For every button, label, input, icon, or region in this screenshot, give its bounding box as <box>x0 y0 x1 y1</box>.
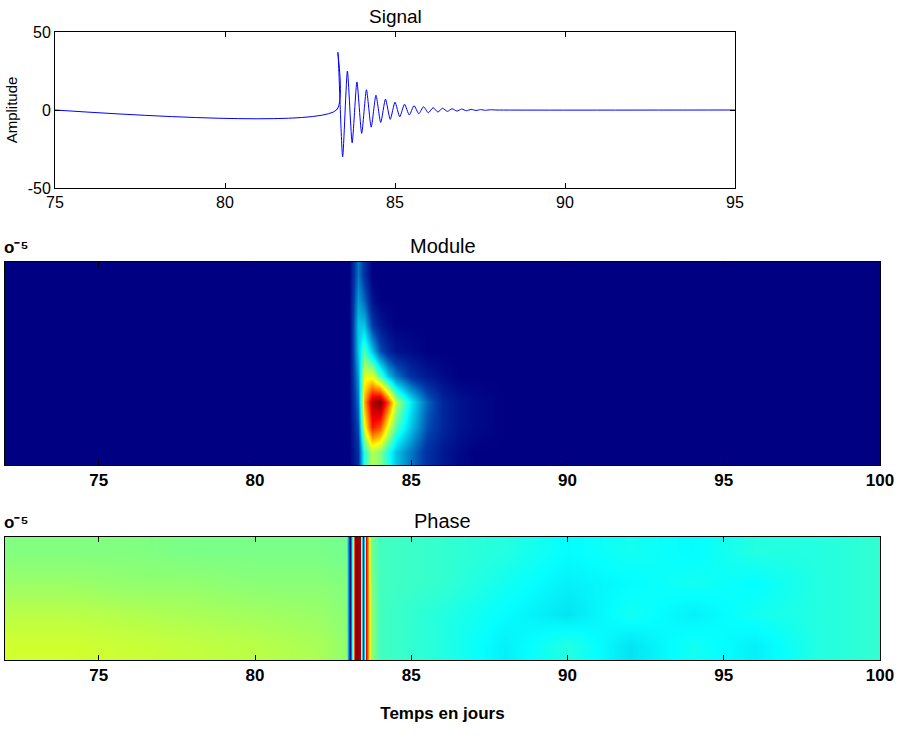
svg-text:Amplitude: Amplitude <box>3 77 20 144</box>
svg-text:80: 80 <box>216 194 234 211</box>
svg-text:75: 75 <box>89 666 108 685</box>
svg-text:o⁻⁵: o⁻⁵ <box>4 238 28 257</box>
svg-text:o⁻⁵: o⁻⁵ <box>4 513 28 532</box>
svg-text:90: 90 <box>558 471 577 490</box>
svg-text:75: 75 <box>89 471 108 490</box>
svg-text:85: 85 <box>402 471 421 490</box>
svg-text:80: 80 <box>246 471 265 490</box>
svg-text:95: 95 <box>714 666 733 685</box>
svg-text:95: 95 <box>714 471 733 490</box>
svg-text:Signal: Signal <box>369 6 422 27</box>
svg-text:-50: -50 <box>28 180 51 197</box>
svg-text:Temps en jours: Temps en jours <box>380 704 504 723</box>
svg-text:100: 100 <box>866 471 894 490</box>
svg-text:Module: Module <box>410 235 476 257</box>
svg-text:0: 0 <box>42 102 51 119</box>
svg-text:95: 95 <box>726 194 744 211</box>
svg-text:90: 90 <box>556 194 574 211</box>
svg-text:85: 85 <box>386 194 404 211</box>
svg-text:80: 80 <box>246 666 265 685</box>
svg-text:85: 85 <box>402 666 421 685</box>
svg-text:90: 90 <box>558 666 577 685</box>
svg-text:Phase: Phase <box>414 510 471 532</box>
svg-text:100: 100 <box>866 666 894 685</box>
svg-text:50: 50 <box>33 24 51 41</box>
svg-text:75: 75 <box>46 194 64 211</box>
